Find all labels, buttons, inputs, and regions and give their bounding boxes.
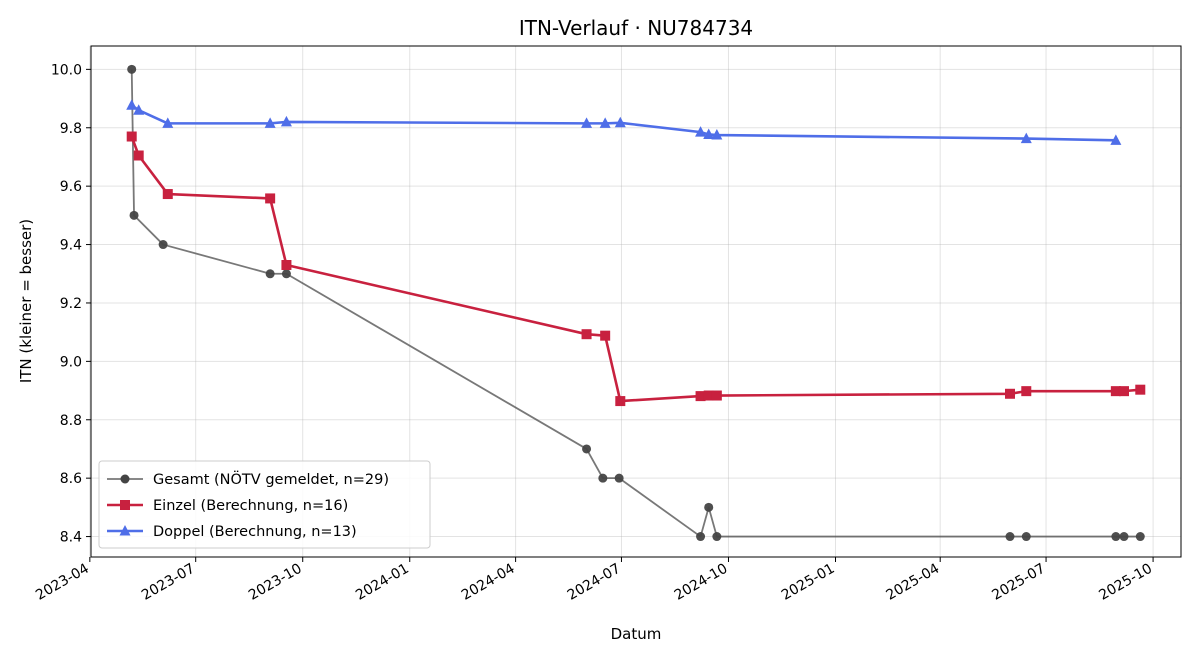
grid-layer [89, 46, 1181, 557]
data-point-gesamt [158, 240, 168, 250]
legend-item-gesamt: Gesamt (NÖTV gemeldet, n=29) [107, 470, 389, 488]
x-tick-label: 2024-04 [459, 561, 518, 604]
data-point-doppel [581, 117, 593, 128]
x-tick-label: 2024-01 [353, 561, 412, 604]
series-line-gesamt [130, 69, 1141, 538]
data-point-doppel [280, 115, 292, 127]
y-tick-label: 9.8 [60, 121, 82, 137]
x-tick-label: 2023-10 [246, 561, 305, 604]
data-point-gesamt [1135, 532, 1145, 542]
x-tick-label: 2025-01 [779, 561, 838, 604]
legend-label: Doppel (Berechnung, n=13) [153, 524, 357, 540]
x-tick-label: 2023-04 [33, 561, 92, 604]
x-tick-label: 2024-07 [565, 561, 624, 604]
data-point-einzel [1004, 388, 1015, 399]
y-tick-label: 8.6 [60, 471, 82, 487]
series-einzel [126, 131, 1146, 407]
x-tick-label: 2025-04 [884, 561, 943, 604]
data-point-einzel [1021, 386, 1032, 397]
data-point-einzel [581, 329, 592, 340]
y-tick-label: 9.6 [60, 179, 82, 195]
data-point-gesamt [129, 210, 139, 220]
legend-marker [119, 525, 131, 536]
y-tick-label: 9.2 [60, 296, 82, 312]
data-point-gesamt [614, 473, 624, 483]
y-tick-label: 9.4 [60, 238, 82, 254]
series-layer [126, 64, 1146, 542]
data-point-gesamt [1111, 532, 1121, 542]
data-point-einzel [265, 193, 276, 204]
series-line-doppel [130, 104, 1116, 142]
data-point-einzel [600, 330, 611, 341]
data-point-doppel [1110, 134, 1122, 145]
data-point-gesamt [1119, 532, 1129, 542]
y-tick-label: 10.0 [51, 62, 82, 78]
data-point-einzel [615, 396, 626, 407]
x-tick-label: 2024-10 [672, 561, 731, 604]
data-point-gesamt [281, 269, 291, 279]
legend: Gesamt (NÖTV gemeldet, n=29) Einzel (Bere… [98, 460, 431, 549]
data-point-gesamt [1021, 532, 1031, 542]
x-tick-label: 2023-07 [139, 561, 198, 604]
legend-item-doppel: Doppel (Berechnung, n=13) [107, 524, 357, 540]
data-point-doppel [133, 104, 145, 115]
data-point-doppel [695, 126, 707, 137]
data-point-doppel [711, 129, 723, 140]
data-point-einzel [133, 150, 144, 161]
y-tick-label: 9.0 [60, 354, 82, 370]
legend-marker [120, 474, 130, 484]
legend-item-einzel: Einzel (Berechnung, n=16) [107, 498, 348, 514]
data-point-doppel [126, 99, 138, 110]
data-point-gesamt [712, 532, 722, 542]
data-point-doppel [703, 128, 715, 139]
data-point-gesamt [1005, 532, 1015, 542]
x-axis-title: Datum [611, 625, 662, 643]
data-point-einzel [1118, 386, 1129, 397]
data-point-einzel [695, 391, 706, 402]
data-point-gesamt [696, 532, 706, 542]
data-point-einzel [126, 131, 137, 142]
data-point-einzel [1110, 386, 1121, 397]
series-gesamt [127, 64, 1145, 542]
y-tick-label: 8.8 [60, 413, 82, 429]
data-point-einzel [703, 390, 714, 401]
data-point-gesamt [704, 502, 714, 512]
legend-frame [98, 460, 431, 549]
chart-title: ITN-Verlauf · NU784734 [519, 16, 753, 40]
x-tick-label: 2025-07 [989, 561, 1048, 604]
legend-label: Einzel (Berechnung, n=16) [153, 498, 348, 514]
data-point-gesamt [127, 64, 137, 74]
data-point-doppel [264, 117, 276, 128]
series-doppel [126, 99, 1122, 145]
data-point-gesamt [582, 444, 592, 454]
data-point-doppel [599, 117, 611, 128]
legend-label: Gesamt (NÖTV gemeldet, n=29) [153, 470, 389, 488]
data-point-gesamt [265, 269, 275, 279]
y-axis-title: ITN (kleiner = besser) [17, 219, 35, 383]
plot-frame [90, 45, 1182, 558]
data-point-einzel [711, 390, 722, 401]
x-tick-label: 2025-10 [1096, 561, 1155, 604]
data-point-doppel [1020, 132, 1032, 144]
data-point-doppel [614, 116, 626, 128]
data-point-gesamt [598, 473, 608, 483]
legend-marker [120, 500, 130, 510]
data-point-doppel [162, 117, 174, 128]
data-point-einzel [162, 189, 173, 200]
data-point-einzel [1135, 384, 1146, 395]
y-tick-label: 8.4 [60, 530, 82, 546]
data-point-einzel [281, 260, 292, 270]
series-line-einzel [130, 136, 1141, 403]
